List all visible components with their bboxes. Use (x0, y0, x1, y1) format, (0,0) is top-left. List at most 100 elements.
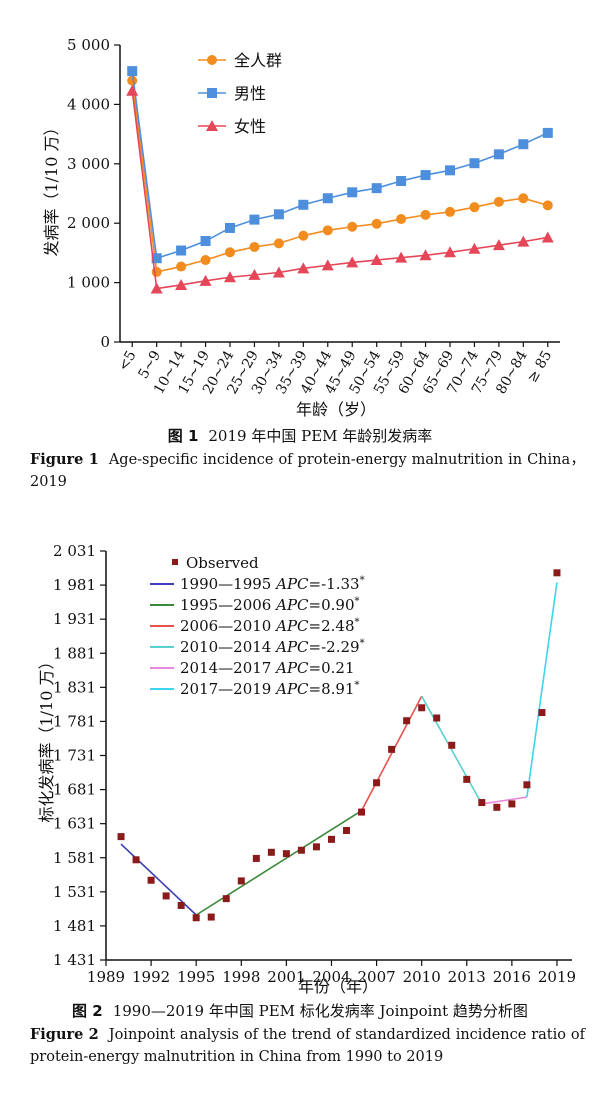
observed-point (207, 913, 215, 921)
x-tick-label: 2019 (538, 968, 576, 986)
data-point (518, 193, 529, 204)
data-point (175, 278, 188, 290)
data-point (493, 149, 504, 160)
data-point (176, 245, 187, 256)
x-axis-label: 年龄（岁） (296, 400, 376, 419)
figure-2-label-cn: 图 2 (72, 1002, 103, 1020)
legend-marker (207, 88, 217, 98)
y-tick-label: 2 000 (67, 214, 110, 232)
data-point (396, 214, 407, 225)
data-point (518, 139, 529, 150)
data-point (420, 170, 431, 181)
data-point (371, 218, 382, 229)
figure-1-caption-en: Figure 1 Age-specific incidence of protei… (30, 449, 585, 493)
observed-point (388, 745, 396, 753)
data-point (469, 158, 480, 169)
data-point (272, 266, 285, 278)
observed-point (162, 892, 170, 900)
data-point (370, 254, 383, 266)
observed-point (132, 856, 140, 864)
data-point (419, 249, 432, 261)
x-tick-label: 2004 (312, 968, 350, 986)
y-tick-label: 1 781 (53, 712, 96, 730)
observed-point (403, 717, 411, 725)
data-point (542, 200, 553, 211)
observed-point (237, 877, 245, 885)
data-point (200, 255, 211, 266)
y-tick-label: 1 931 (53, 610, 96, 628)
data-point (371, 183, 382, 194)
figure-1-label-en: Figure 1 (30, 451, 99, 468)
y-tick-label: 1 000 (67, 274, 110, 292)
data-point (249, 214, 260, 225)
observed-point (358, 808, 366, 816)
legend-label: 2017—2019 APC=8.91* (180, 680, 360, 698)
data-point (200, 236, 211, 247)
data-point (273, 238, 284, 249)
figure-2-label-en: Figure 2 (30, 1026, 99, 1043)
y-axis-label: 发病率（1/10 万） (42, 119, 61, 256)
data-point (541, 231, 554, 243)
trend-segment-1 (120, 843, 197, 916)
legend-label: 全人群 (234, 51, 282, 70)
trend-segment-5 (481, 796, 528, 805)
y-tick-label: 1 831 (53, 678, 96, 696)
y-tick-label: 1 481 (53, 917, 96, 935)
legend-label: 女性 (234, 117, 266, 136)
trend-segment-4 (420, 695, 483, 805)
figure-1-caption-cn: 图 1 2019 年中国 PEM 年龄别发病率 (0, 425, 600, 446)
legend-marker (207, 55, 217, 65)
trend-segment-2 (195, 810, 362, 916)
data-point (322, 225, 333, 236)
legend-marker (206, 120, 218, 131)
data-point (225, 222, 235, 233)
data-point (176, 261, 187, 272)
observed-point (463, 775, 471, 783)
legend-label: 1990—1995 APC=-1.33* (180, 575, 365, 593)
data-point (445, 206, 455, 217)
observed-point (252, 854, 260, 862)
observed-point (312, 843, 320, 851)
data-point (346, 256, 359, 268)
data-point (248, 268, 261, 280)
data-point (321, 259, 334, 271)
data-point (395, 251, 408, 263)
legend-observed-label: Observed (186, 554, 259, 572)
observed-point (147, 876, 155, 884)
observed-point (433, 714, 441, 722)
y-tick-label: 1 581 (53, 849, 96, 867)
figure-1-label-cn: 图 1 (167, 427, 199, 445)
y-tick-label: 1 531 (53, 883, 96, 901)
y-tick-label: 2 031 (53, 542, 96, 560)
data-point (297, 262, 310, 274)
legend-label: 2010—2014 APC=-2.29* (180, 638, 365, 656)
figure-1-title-en: Age-specific incidence of protein-energy… (30, 452, 585, 490)
y-tick-label: 1 681 (53, 781, 96, 799)
figure-2-caption-cn: 图 2 1990—2019 年中国 PEM 标化发病率 Joinpoint 趋势分… (0, 1000, 600, 1021)
y-tick-label: 1 981 (53, 576, 96, 594)
observed-point (117, 833, 125, 841)
data-point (225, 247, 235, 258)
figure-1-title-cn: 2019 年中国 PEM 年龄别发病率 (208, 427, 433, 445)
x-tick-label: 2016 (493, 968, 531, 986)
observed-point (538, 709, 546, 717)
data-point (298, 199, 309, 210)
x-tick-label: 1998 (222, 968, 260, 986)
y-tick-label: 4 000 (67, 95, 110, 113)
legend-label: 男性 (234, 84, 266, 103)
y-tick-label: 1 631 (53, 815, 96, 833)
data-point (445, 165, 455, 176)
data-point (322, 193, 333, 204)
y-tick-label: 1 431 (53, 951, 96, 969)
data-point (347, 187, 358, 198)
data-point (150, 282, 163, 294)
x-tick-label: ≥ 85 (524, 348, 555, 385)
data-point (127, 66, 138, 77)
data-point (517, 235, 530, 247)
data-point (273, 209, 284, 220)
y-axis-label: 标化发病率（1/10 万） (37, 653, 56, 822)
observed-point (418, 704, 426, 712)
observed-point (177, 901, 185, 909)
observed-point (282, 850, 290, 858)
observed-point (478, 799, 486, 807)
